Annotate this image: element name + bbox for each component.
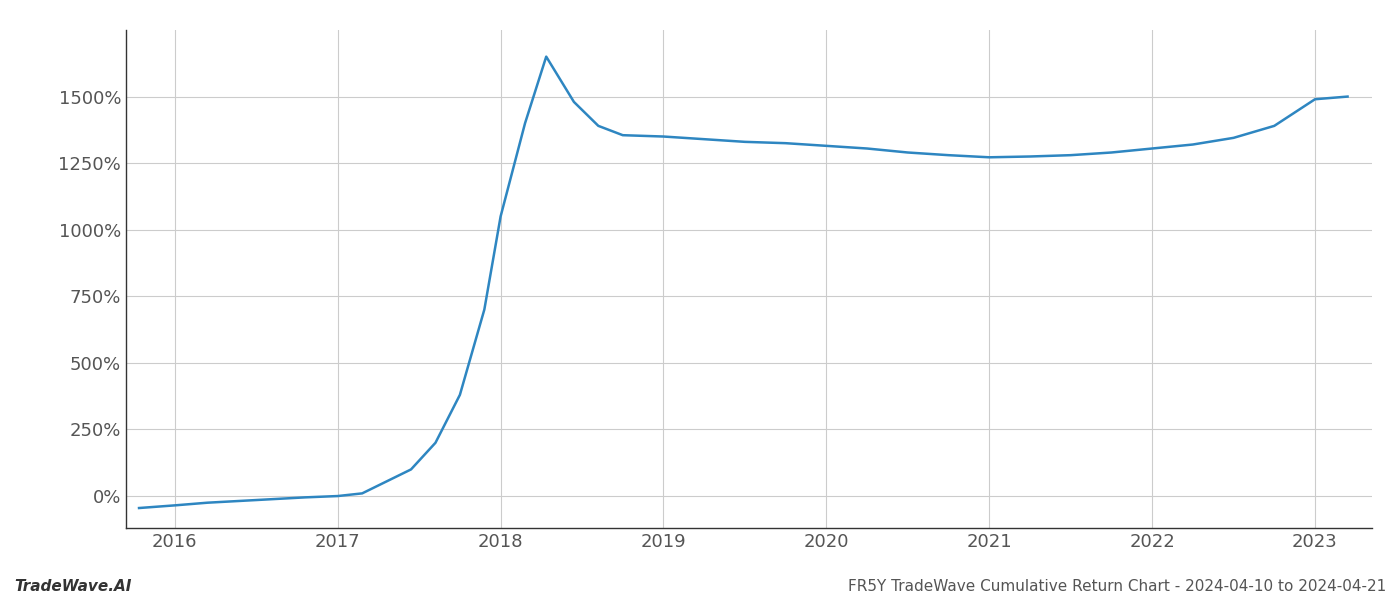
Text: FR5Y TradeWave Cumulative Return Chart - 2024-04-10 to 2024-04-21: FR5Y TradeWave Cumulative Return Chart -… [848, 579, 1386, 594]
Text: TradeWave.AI: TradeWave.AI [14, 579, 132, 594]
